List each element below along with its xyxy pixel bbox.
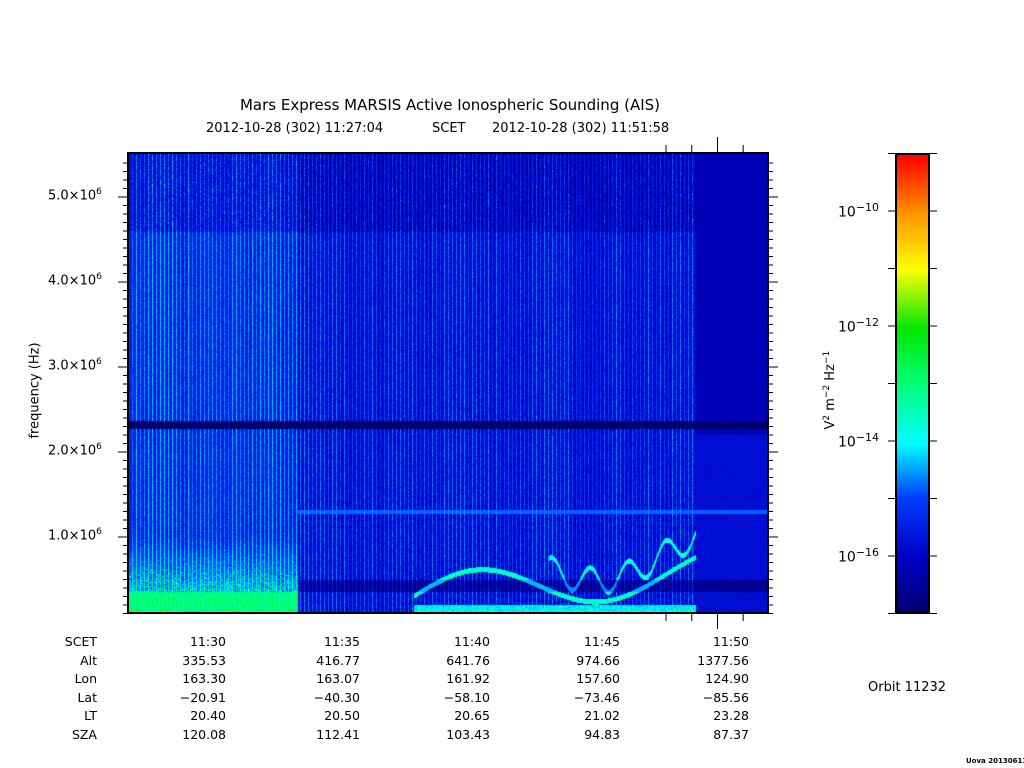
cell-value: 11:40 (453, 634, 490, 649)
chart-title: Mars Express MARSIS Active Ionospheric S… (239, 96, 661, 114)
row-label: Alt (80, 652, 97, 668)
cell-value: 112.41 (316, 726, 360, 742)
cell-value: 124.90 (705, 671, 749, 686)
tick-mantissa: 3.0×10 (48, 358, 97, 374)
cell-value: 20.65 (454, 708, 490, 723)
row-label: SZA (71, 726, 97, 742)
unit-m: m (823, 398, 839, 415)
colorbar (896, 155, 929, 613)
tick-exponent: 6 (96, 357, 102, 367)
tick-exponent: 6 (96, 272, 102, 282)
time-label: SCET (432, 121, 466, 136)
cell-value: 120.08 (182, 726, 226, 742)
tick-exponent: −14 (855, 431, 880, 444)
cell-value: 11:45 (583, 634, 620, 649)
tick-mantissa: 5.0×10 (48, 188, 97, 204)
cell-value: 103.43 (446, 726, 490, 742)
tick-exponent: −16 (855, 546, 880, 559)
cell-value: −58.10 (443, 689, 490, 705)
tick-exponent: −10 (855, 201, 880, 214)
orbit-label: Orbit 11232 (868, 680, 947, 695)
row-label: Lat (77, 689, 97, 705)
y-tick-label: 1.0×106 (48, 527, 102, 543)
tick-base: 10 (838, 204, 856, 221)
colorbar-tick-label: 10−10 (838, 201, 879, 221)
tick-mantissa: 2.0×10 (48, 443, 97, 459)
colorbar-tick-label: 10−12 (838, 316, 879, 336)
cell-value: 20.50 (324, 708, 360, 723)
tick-exponent: −12 (855, 316, 880, 329)
unit-v: V (823, 420, 839, 430)
cell-value: 11:35 (323, 634, 360, 649)
cell-value: 163.07 (316, 671, 360, 686)
credit-label: Uova 20130611 (966, 757, 1024, 765)
cell-value: 87.37 (713, 726, 749, 742)
unit-exp: −2 (821, 384, 832, 399)
y-tick-label: 2.0×106 (48, 442, 102, 458)
tick-base: 10 (838, 319, 856, 336)
colorbar-frame (895, 153, 930, 614)
cell-value: 11:30 (189, 634, 226, 649)
cell-value: 416.77 (316, 652, 360, 668)
cell-value: 641.76 (446, 652, 490, 668)
cell-value: 1377.56 (697, 652, 749, 668)
end-time: 2012-10-28 (302) 11:51:58 (492, 121, 670, 136)
spectrogram (128, 153, 768, 613)
row-label: Lon (74, 671, 97, 686)
tick-exponent: 6 (96, 442, 102, 452)
colorbar-tick-label: 10−16 (838, 546, 879, 566)
tick-mantissa: 4.0×10 (48, 273, 97, 289)
cell-value: 23.28 (713, 708, 749, 723)
cell-value: 335.53 (182, 652, 226, 668)
plot-frame (127, 152, 769, 614)
cell-value: 11:50 (712, 634, 749, 649)
unit-exp: −1 (821, 350, 832, 365)
cell-value: 157.60 (576, 671, 620, 686)
tick-exponent: 6 (96, 187, 102, 197)
row-label: LT (84, 708, 97, 723)
row-label: SCET (64, 634, 97, 649)
y-tick-label: 3.0×106 (48, 357, 102, 373)
unit-hz: Hz (823, 364, 839, 385)
cell-value: 161.92 (446, 671, 490, 686)
cell-value: −40.30 (313, 689, 360, 705)
cell-value: −85.56 (702, 689, 749, 705)
cell-value: 974.66 (576, 652, 620, 668)
unit-exp: 2 (821, 414, 832, 421)
cell-value: 163.30 (182, 671, 226, 686)
tick-exponent: 6 (96, 527, 102, 537)
tick-mantissa: 1.0×10 (48, 528, 97, 544)
cell-value: 21.02 (584, 708, 620, 723)
tick-base: 10 (838, 434, 856, 451)
cell-value: −20.91 (179, 689, 226, 705)
y-tick-label: 4.0×106 (48, 272, 102, 288)
cell-value: −73.46 (573, 689, 620, 705)
start-time: 2012-10-28 (302) 11:27:04 (206, 121, 384, 136)
colorbar-label: V2 m−2 Hz−1 (822, 330, 838, 450)
y-tick-label: 5.0×106 (48, 187, 102, 203)
cell-value: 94.83 (584, 726, 620, 742)
cell-value: 20.40 (190, 708, 226, 723)
colorbar-tick-label: 10−14 (838, 431, 879, 451)
tick-base: 10 (838, 549, 856, 566)
